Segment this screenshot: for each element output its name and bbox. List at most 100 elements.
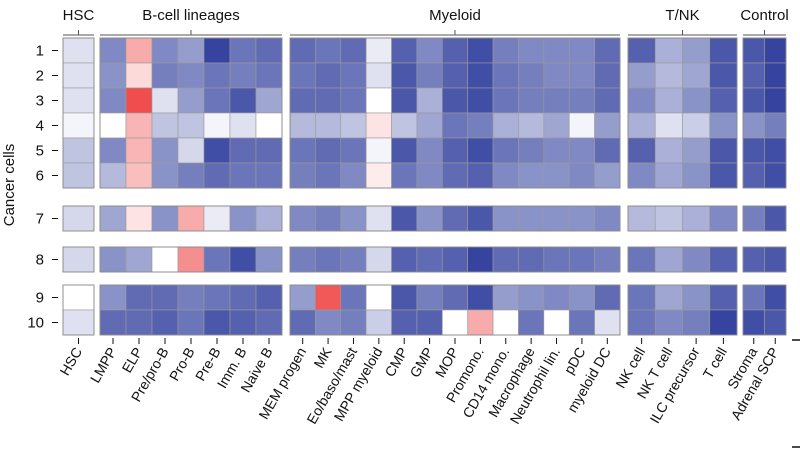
heatmap-cell: [709, 162, 738, 189]
heatmap-cell: [416, 37, 443, 64]
heatmap-cell: [416, 87, 443, 114]
heatmap-cell: [682, 284, 711, 311]
heatmap-cell: [654, 37, 683, 64]
heatmap-cell: [764, 309, 787, 336]
heatmap-cell: [416, 62, 443, 89]
heatmap-cell: [289, 284, 316, 311]
heatmap-cell: [229, 162, 257, 189]
heatmap-cell: [340, 309, 367, 336]
heatmap-cell: [742, 62, 765, 89]
block-outline: [289, 205, 621, 232]
heatmap-cell: [391, 309, 418, 336]
heatmap-cell: [594, 112, 621, 139]
heatmap-cell: [255, 137, 283, 164]
heatmap-cell: [203, 137, 231, 164]
heatmap-cell: [543, 87, 570, 114]
column-label: Pro-B: [166, 345, 198, 384]
heatmap-cell: [315, 205, 342, 232]
heatmap-cell: [742, 37, 765, 64]
column-label: LMPP: [87, 345, 120, 386]
heatmap-cell: [340, 37, 367, 64]
heatmap-cell: [151, 37, 179, 64]
heatmap-cell: [391, 205, 418, 232]
heatmap-cell: [62, 62, 95, 89]
heatmap-cell: [99, 112, 127, 139]
heatmap-cell: [416, 162, 443, 189]
block-outline: [99, 284, 283, 336]
heatmap-cell: [518, 205, 545, 232]
heatmap-cell: [229, 205, 257, 232]
heatmap-cell: [709, 37, 738, 64]
heatmap-cell: [467, 37, 494, 64]
heatmap-cell: [627, 246, 656, 273]
heatmap-cells: [62, 37, 787, 336]
heatmap-cell: [315, 87, 342, 114]
block-outline: [742, 37, 787, 189]
y-axis-label: Cancer cells: [1, 144, 18, 227]
heatmap-cell: [492, 205, 519, 232]
heatmap-cell: [442, 246, 468, 273]
heatmap-cell: [315, 37, 342, 64]
heatmap-cell: [177, 112, 205, 139]
heatmap-cell: [627, 309, 656, 336]
heatmap-cell: [764, 137, 787, 164]
heatmap-cell: [682, 246, 711, 273]
heatmap-cell: [315, 112, 342, 139]
heatmap-cell: [62, 205, 95, 232]
heatmap-cell: [627, 62, 656, 89]
heatmap-cell: [594, 205, 621, 232]
heatmap-cell: [627, 137, 656, 164]
heatmap-cell: [151, 284, 179, 311]
heatmap-cell: [229, 137, 257, 164]
heatmap-cell: [442, 87, 468, 114]
heatmap-cell: [442, 309, 468, 336]
heatmap-cell: [568, 137, 595, 164]
heatmap-cell: [289, 37, 316, 64]
heatmap-cell: [151, 62, 179, 89]
heatmap-cell: [543, 62, 570, 89]
heatmap-cell: [709, 284, 738, 311]
heatmap-cell: [594, 246, 621, 273]
heatmap-cell: [568, 309, 595, 336]
column-label: T cell: [700, 345, 730, 382]
heatmap-cell: [151, 112, 179, 139]
heatmap-cell: [255, 246, 283, 273]
heatmap-cell: [151, 87, 179, 114]
block-outline: [99, 37, 283, 189]
heatmap-cell: [654, 62, 683, 89]
heatmap-cell: [391, 37, 418, 64]
heatmap-cell: [654, 112, 683, 139]
heatmap-cell: [99, 37, 127, 64]
heatmap-cell: [654, 137, 683, 164]
heatmap-cell: [340, 162, 367, 189]
row-labels: 1 2 3 4 5 6 7 8 9 10: [27, 43, 58, 332]
heatmap-cell: [365, 112, 392, 139]
heatmap-cell: [315, 137, 342, 164]
heatmap-cell: [289, 205, 316, 232]
heatmap-cell: [543, 112, 570, 139]
block-outline: [62, 37, 95, 189]
heatmap-cell: [177, 62, 205, 89]
heatmap-cell: [492, 137, 519, 164]
heatmap-cell: [654, 162, 683, 189]
heatmap-cell: [467, 162, 494, 189]
column-label: CMP: [381, 345, 410, 380]
heatmap-cell: [365, 246, 392, 273]
heatmap-cell: [543, 284, 570, 311]
heatmap-cell: [340, 246, 367, 273]
heatmap-cell: [518, 284, 545, 311]
heatmap-cell: [709, 309, 738, 336]
heatmap-cell: [594, 37, 621, 64]
heatmap-cell: [682, 62, 711, 89]
heatmap-cell: [492, 309, 519, 336]
heatmap-cell: [391, 284, 418, 311]
block-outline: [289, 246, 621, 273]
heatmap-cell: [289, 137, 316, 164]
column-label: HSC: [56, 345, 85, 379]
heatmap-cell: [442, 205, 468, 232]
heatmap-cell: [255, 112, 283, 139]
heatmap-cell: [764, 112, 787, 139]
heatmap-cell: [764, 87, 787, 114]
heatmap-cell: [289, 246, 316, 273]
heatmap-cell: [255, 309, 283, 336]
